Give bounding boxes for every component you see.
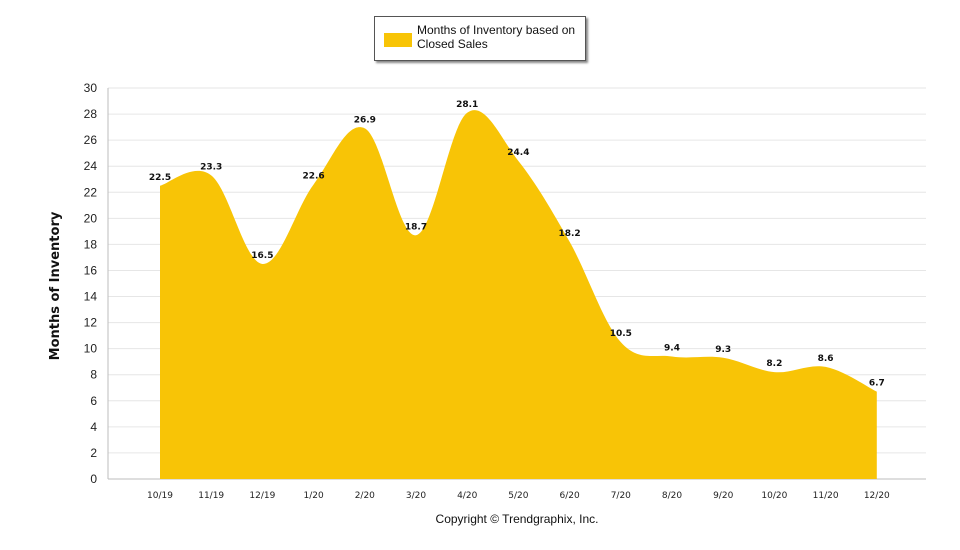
- x-tick-label: 7/20: [611, 491, 631, 501]
- legend-label: Months of Inventory based on Closed Sale…: [417, 23, 576, 51]
- data-label: 9.4: [664, 343, 680, 353]
- series-area-path: [160, 110, 877, 479]
- data-label: 23.3: [200, 162, 222, 172]
- copyright-text: Copyright © Trendgraphix, Inc.: [435, 512, 599, 526]
- x-tick-label: 9/20: [713, 491, 733, 501]
- x-tick-label: 11/19: [198, 491, 224, 501]
- x-tick-label: 8/20: [662, 491, 682, 501]
- data-label: 8.2: [766, 359, 782, 369]
- y-tick-label: 28: [84, 107, 98, 121]
- y-tick-label: 26: [84, 133, 98, 147]
- data-label: 22.5: [149, 173, 171, 183]
- y-tick-label: 16: [84, 263, 98, 277]
- y-tick-label: 10: [84, 342, 98, 356]
- y-tick-label: 6: [90, 394, 97, 408]
- data-label: 9.3: [715, 345, 731, 355]
- x-tick-label: 11/20: [813, 491, 839, 501]
- y-tick-label: 2: [90, 446, 97, 460]
- data-label: 18.2: [558, 229, 580, 239]
- data-label: 6.7: [869, 379, 885, 389]
- x-tick-label: 4/20: [457, 491, 477, 501]
- data-label: 24.4: [507, 148, 529, 158]
- x-tick-label: 6/20: [559, 491, 579, 501]
- data-label: 22.6: [302, 171, 324, 181]
- x-tick-label: 2/20: [355, 491, 375, 501]
- data-label: 26.9: [354, 115, 376, 125]
- data-label: 10.5: [610, 329, 632, 339]
- x-tick-label: 12/19: [249, 491, 275, 501]
- x-tick-label: 10/19: [147, 491, 173, 501]
- x-tick-labels: 10/19 11/19 12/19 1/20 2/20 3/20 4/20 5/20 6/20 7…: [147, 491, 890, 501]
- x-tick-label: 12/20: [864, 491, 890, 501]
- x-tick-label: 5/20: [508, 491, 528, 501]
- y-tick-label: 24: [84, 159, 98, 173]
- x-tick-label: 10/20: [761, 491, 787, 501]
- y-tick-label: 8: [90, 368, 97, 382]
- data-label: 16.5: [251, 251, 273, 261]
- y-tick-label: 0: [90, 472, 97, 486]
- y-tick-label: 22: [84, 185, 98, 199]
- y-axis-label: Months of Inventory: [48, 211, 63, 360]
- legend-swatch: [384, 33, 412, 47]
- legend: Months of Inventory based on Closed Sale…: [374, 16, 586, 61]
- data-labels: 22.5 23.3 16.5 22.6 26.9 18.7 28.1 24.4 18.2 10.5…: [149, 100, 885, 389]
- y-tick-label: 18: [84, 237, 98, 251]
- y-tick-label: 30: [84, 81, 98, 95]
- data-label: 28.1: [456, 100, 478, 110]
- data-label: 8.6: [818, 354, 834, 364]
- y-tick-label: 20: [84, 211, 98, 225]
- x-tick-label: 1/20: [303, 491, 323, 501]
- data-label: 18.7: [405, 222, 427, 232]
- y-tick-label: 4: [90, 420, 97, 434]
- x-tick-label: 3/20: [406, 491, 426, 501]
- y-tick-label: 12: [84, 316, 98, 330]
- y-tick-label: 14: [84, 290, 98, 304]
- series-area: [160, 110, 877, 479]
